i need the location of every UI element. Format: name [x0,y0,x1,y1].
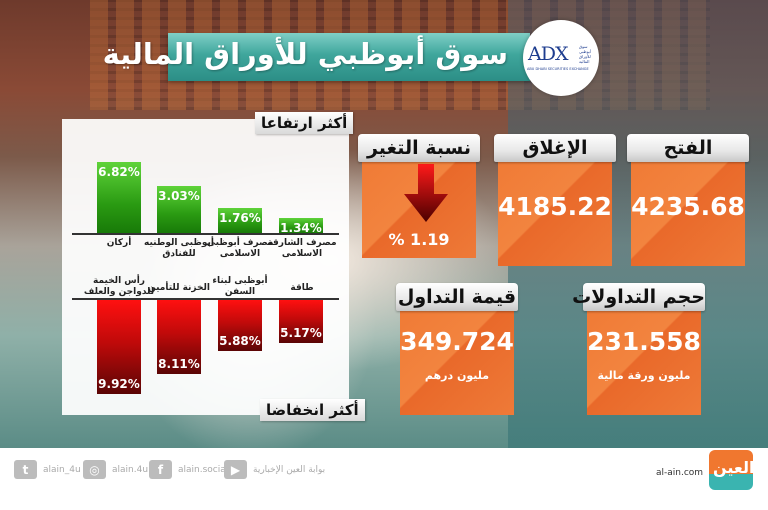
loser-bar: 5.17% [279,300,323,343]
losers-label: أكثر انخفاضا [260,399,365,421]
bar-value: 8.11% [158,357,200,371]
site-url[interactable]: al-ain.com [656,468,704,478]
title-bar: سوق أبوظبي للأوراق المالية [103,33,530,81]
card-label: حجم التداولات [572,283,705,311]
bar-value: 3.03% [158,189,200,203]
gainer-name: أبوظبى الوطنيه للفنادق [144,238,214,259]
gainer-name: مصرف الشارقة الاسلامى [267,238,337,259]
social-handle[interactable]: alain.social [178,464,229,475]
gainer-bar: 3.03% [157,186,201,233]
card-unit: مليون درهم [424,369,490,382]
card-value: 4235.68 [631,192,745,221]
card-unit: مليون ورقة مالية [597,369,691,382]
social-instagram[interactable]: ◎ alain.4u [83,460,148,479]
loser-bar: 9.92% [97,300,141,394]
open-card: الفتح 4235.68 [627,134,749,266]
bar-value: 9.92% [98,377,140,391]
logo-subtitle: ABU DHABI SECURITIES EXCHANGE [527,67,589,71]
gainer-bar: 1.76% [218,208,262,233]
footer: t alain_4u ◎ alain.4u f alain.social ▶ ب… [0,448,768,510]
card-label: الفتح [627,134,749,162]
logo-arabic: سوق أبوظبي للأوراق المالية [579,44,592,64]
gainers-label: أكثر ارتفاعا [255,112,354,134]
change-card: نسبة التغير % 1.19 [358,134,480,258]
card-value: 231.558 [587,327,701,356]
brand-text: العين [713,458,753,477]
card-label: قيمة التداول [396,283,518,311]
gainer-bar: 1.34% [279,218,323,235]
social-youtube[interactable]: ▶ بوابة العين الإخبارية [224,460,325,479]
instagram-icon: ◎ [83,460,106,479]
gainers-axis [72,233,339,235]
bar-value: 5.17% [280,326,322,340]
card-label: نسبة التغير [358,134,480,162]
gainer-name: أركان [106,238,132,248]
social-handle[interactable]: بوابة العين الإخبارية [253,464,326,475]
card-value: % 1.19 [388,230,450,249]
loser-name: أبوظبى لبناء السفن [212,276,268,297]
card-value: 4185.22 [498,192,612,221]
loser-bar: 5.88% [218,300,262,351]
loser-bar: 8.11% [157,300,201,374]
close-card: الإغلاق 4185.22 [494,134,616,266]
page-title: سوق أبوظبي للأوراق المالية [102,37,508,71]
card-label: الإغلاق [494,134,616,162]
adx-logo: ADX سوق أبوظبي للأوراق المالية ABU DHABI… [523,20,599,96]
gainer-name: مصرف أبوظبى الاسلامى [206,238,274,259]
turnover-card: قيمة التداول 349.724 مليون درهم [396,283,518,415]
youtube-icon: ▶ [224,460,247,479]
social-facebook[interactable]: f alain.social [149,460,228,479]
twitter-icon: t [14,460,37,479]
social-handle[interactable]: alain_4u [43,464,81,475]
logo-text: ADX [528,43,568,65]
bar-value: 1.34% [280,221,322,235]
bar-value: 5.88% [219,334,261,348]
volume-card: حجم التداولات 231.558 مليون ورقة مالية [572,283,705,415]
social-twitter[interactable]: t alain_4u [14,460,81,479]
social-handle[interactable]: alain.4u [112,464,149,475]
losers-axis [72,298,339,300]
bar-value: 1.76% [219,211,261,225]
down-arrow-icon [404,164,448,222]
card-value: 349.724 [400,327,514,356]
gainer-bar: 6.82% [97,162,141,233]
loser-name: رأس الخيمة للدواجن والعلف [83,276,155,297]
facebook-icon: f [149,460,172,479]
loser-name: طاقة [290,283,314,293]
loser-name: الخزنة للتأمين [148,283,210,293]
alain-logo: العين [709,450,753,490]
bar-value: 6.82% [98,165,140,179]
